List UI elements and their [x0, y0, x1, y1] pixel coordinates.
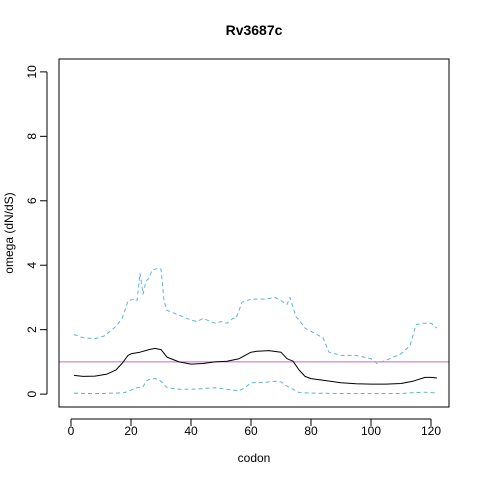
y-tick-label: 0: [25, 390, 39, 397]
plot-area: 0 20 40 60 80 100 120 0 2 4 6 8 10: [25, 65, 449, 438]
x-tick-label: 20: [124, 424, 138, 438]
upper-bound-line: [73, 267, 438, 364]
x-tick-label: 0: [68, 424, 75, 438]
y-tick-label: 8: [25, 133, 39, 140]
y-axis-label: omega (dN/dS): [2, 192, 16, 273]
lower-bound-line: [73, 378, 438, 394]
y-tick-label: 2: [25, 326, 39, 333]
chart-title: Rv3687c: [226, 22, 283, 38]
x-tick-label: 120: [421, 424, 441, 438]
x-tick-label: 100: [361, 424, 381, 438]
omega-line: [73, 347, 438, 385]
y-tick-label: 10: [25, 65, 39, 79]
x-tick-label: 80: [304, 424, 318, 438]
y-tick-label: 6: [25, 197, 39, 204]
plot-frame: [58, 58, 450, 408]
x-tick-label: 40: [184, 424, 198, 438]
y-tick-label: 4: [25, 262, 39, 269]
x-axis-label: codon: [238, 451, 271, 465]
x-tick-label: 60: [244, 424, 258, 438]
